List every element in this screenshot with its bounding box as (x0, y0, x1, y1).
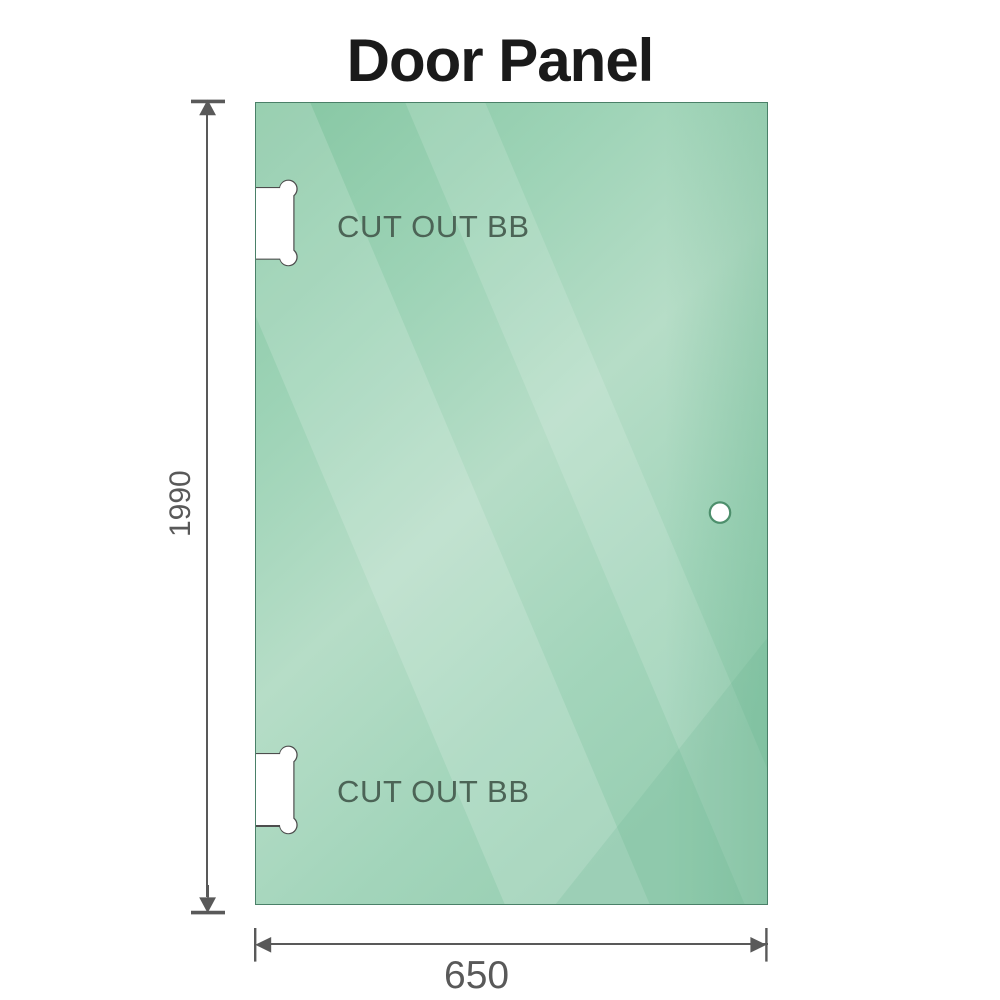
svg-text:CUT OUT BB: CUT OUT BB (337, 209, 530, 244)
svg-text:CUT OUT BB: CUT OUT BB (337, 774, 530, 809)
